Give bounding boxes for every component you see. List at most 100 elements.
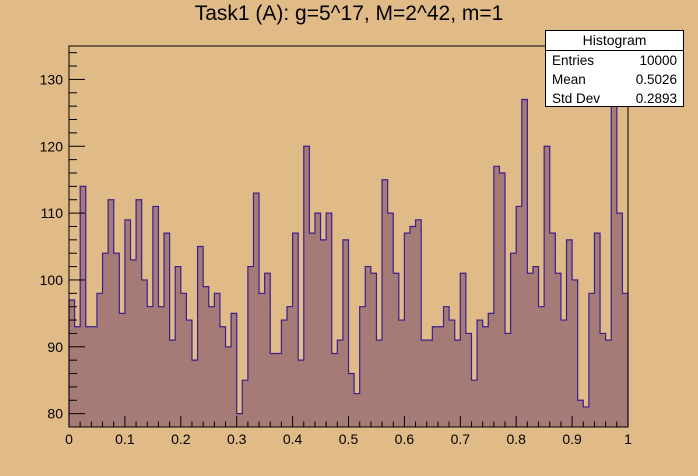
- stats-value: 0.5026: [635, 72, 677, 87]
- histogram-bar: [91, 326, 98, 427]
- x-tick-label: 0.6: [395, 431, 415, 447]
- histogram-bar: [141, 279, 148, 427]
- y-tick-label: 120: [40, 138, 64, 154]
- histogram-bar: [326, 213, 333, 427]
- histogram-bar: [616, 213, 623, 427]
- x-tick-label: 1: [624, 431, 632, 447]
- y-tick-label: 80: [47, 406, 63, 422]
- histogram-bar: [130, 259, 137, 427]
- histogram-bar: [287, 306, 293, 427]
- histogram-bar: [594, 233, 601, 427]
- histogram-bar: [488, 313, 495, 427]
- histogram-bar: [532, 266, 539, 427]
- stats-label: Std Dev: [552, 91, 601, 106]
- x-tick-label: 0: [65, 431, 73, 447]
- histogram-bar: [443, 306, 450, 427]
- histogram-bar: [382, 179, 388, 427]
- stats-row-stddev: Std Dev 0.2893: [546, 89, 683, 108]
- histogram-bar: [449, 320, 456, 427]
- histogram-bar: [113, 253, 120, 427]
- histogram-bar: [74, 326, 81, 427]
- histogram-bar: [393, 273, 400, 427]
- histogram-bar: [560, 320, 567, 427]
- histogram-bar: [421, 340, 428, 427]
- histogram-bar: [499, 173, 506, 427]
- stats-row-entries: Entries 10000: [546, 51, 683, 70]
- x-tick-label: 0.2: [171, 431, 191, 447]
- histogram-bar: [236, 413, 243, 427]
- histogram-bar: [482, 326, 489, 427]
- histogram-bar: [370, 273, 377, 427]
- histogram-bar: [264, 273, 271, 427]
- histogram-bar: [219, 326, 226, 427]
- histogram-bar: [588, 293, 595, 427]
- histogram-bar: [169, 340, 176, 427]
- x-tick-label: 0.3: [227, 431, 247, 447]
- x-tick-label: 0.8: [506, 431, 526, 447]
- histogram-bar: [80, 186, 87, 427]
- histogram-bar: [359, 306, 366, 427]
- histogram-bar: [415, 219, 422, 427]
- histogram-bar: [583, 406, 590, 427]
- x-tick-label: 0.1: [115, 431, 135, 447]
- histogram-bar: [85, 326, 92, 427]
- histogram-bar: [387, 213, 394, 427]
- y-tick-label: 130: [40, 71, 64, 87]
- histogram-bar: [365, 266, 372, 427]
- histogram-bar: [292, 233, 299, 427]
- histogram-bar: [555, 273, 562, 427]
- histogram-bar: [538, 306, 545, 427]
- histogram-bar: [460, 273, 467, 427]
- histogram-bar: [622, 293, 629, 427]
- histogram-bar: [247, 266, 254, 427]
- histogram-bar: [186, 320, 193, 427]
- histogram-bar: [303, 146, 310, 427]
- histogram-bar: [281, 320, 288, 427]
- chart-title: Task1 (A): g=5^17, M=2^42, m=1: [194, 2, 504, 25]
- histogram-bar: [231, 313, 237, 427]
- histogram-bar: [124, 219, 131, 427]
- histogram-bar: [549, 233, 556, 427]
- histogram-bar: [544, 146, 551, 427]
- histogram-bar: [493, 166, 500, 427]
- histogram-bar: [119, 313, 126, 427]
- histogram-bar: [102, 253, 109, 427]
- histogram-bar: [175, 266, 182, 427]
- histogram-bar: [521, 99, 528, 427]
- x-tick-label: 0.4: [283, 431, 303, 447]
- histogram-bar: [426, 340, 433, 427]
- histogram-bar: [309, 233, 316, 427]
- histogram-bar: [270, 353, 277, 427]
- histogram-bar: [605, 340, 612, 427]
- histogram-bar: [577, 400, 584, 427]
- histogram-outline: [68, 92, 629, 427]
- histogram-bar: [354, 393, 360, 427]
- histogram-bar: [471, 380, 478, 427]
- histogram-bar: [611, 92, 618, 427]
- stats-value: 10000: [639, 53, 677, 68]
- x-tick-label: 0.5: [339, 431, 359, 447]
- histogram-bar: [197, 246, 204, 427]
- histogram-bar: [158, 306, 165, 427]
- histogram-bar: [572, 279, 578, 427]
- histogram-bar: [147, 306, 154, 427]
- histogram-bar: [152, 206, 159, 427]
- histogram-bar: [376, 340, 383, 427]
- stats-label: Mean: [552, 72, 586, 87]
- histogram-bar: [298, 360, 305, 427]
- histogram-bar: [96, 293, 103, 427]
- stats-box: Histogram Entries 10000 Mean 0.5026 Std …: [545, 30, 684, 107]
- stats-row-mean: Mean 0.5026: [546, 70, 683, 89]
- histogram-bar: [342, 239, 349, 427]
- histogram-bar: [516, 206, 523, 427]
- histogram-bar: [136, 199, 142, 427]
- histogram-bar: [164, 233, 170, 427]
- histogram-bar: [348, 373, 355, 427]
- histogram-bar: [432, 326, 439, 427]
- histogram-bar: [208, 306, 215, 427]
- y-tick-label: 90: [47, 339, 63, 355]
- histogram-bar: [203, 286, 210, 427]
- histogram-bar: [409, 226, 416, 427]
